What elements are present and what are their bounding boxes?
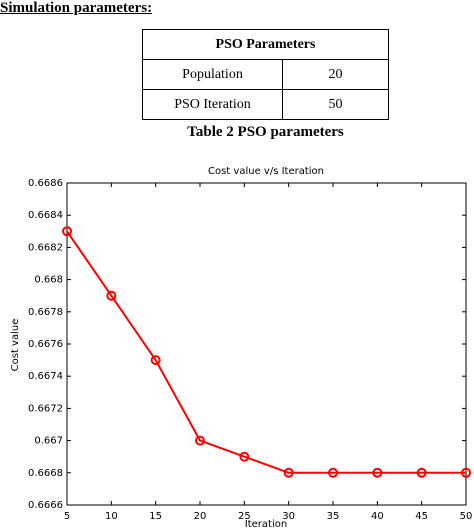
x-tick-label: 50 <box>460 511 473 522</box>
y-tick-label: 0.668 <box>34 275 63 286</box>
table-header: PSO Parameters <box>142 29 389 60</box>
table-caption: Table 2 PSO parameters <box>187 124 344 140</box>
data-point <box>372 467 383 478</box>
data-point <box>239 451 250 462</box>
y-tick-label: 0.6686 <box>28 178 63 189</box>
y-tick-label: 0.6676 <box>28 339 63 350</box>
data-point <box>195 435 205 446</box>
table-cell: 50 <box>282 89 389 120</box>
y-tick-label: 0.6674 <box>28 371 63 382</box>
y-tick-label: 0.6684 <box>28 210 63 221</box>
x-tick-label: 35 <box>327 511 340 522</box>
y-axis-label: Cost value <box>10 319 21 372</box>
data-point <box>328 467 338 478</box>
data-line <box>66 230 466 474</box>
x-axis-label: Iteration <box>245 519 287 530</box>
plot-frame <box>66 182 467 506</box>
y-tick-label: 0.6672 <box>28 403 63 414</box>
heading: Simulation parameters: <box>0 0 153 16</box>
data-point <box>416 467 427 478</box>
table-cell: 20 <box>282 59 389 90</box>
y-tick-label: 0.6678 <box>28 307 63 318</box>
x-tick-label: 5 <box>64 511 70 522</box>
data-point <box>62 226 72 237</box>
x-tick-label: 20 <box>194 511 207 522</box>
x-tick-label: 30 <box>282 511 295 522</box>
y-tick-label: 0.6666 <box>28 500 63 511</box>
table-cell: PSO Iteration <box>142 89 283 120</box>
data-point <box>106 290 117 301</box>
data-point <box>150 355 161 366</box>
y-tick-label: 0.6682 <box>28 242 63 253</box>
data-point <box>461 467 471 478</box>
y-tick-label: 0.6668 <box>28 468 63 479</box>
chart: Cost value v/s Iteration Iteration Cost … <box>10 166 473 530</box>
chart-title: Cost value v/s Iteration <box>208 166 324 177</box>
x-tick-label: 40 <box>371 511 384 522</box>
y-tick-label: 0.667 <box>34 436 63 447</box>
x-tick-label: 25 <box>238 511 251 522</box>
x-tick-label: 15 <box>149 511 162 522</box>
table-cell: Population <box>142 59 283 90</box>
data-point <box>283 467 294 478</box>
x-tick-label: 10 <box>105 511 118 522</box>
parameter-table: PSO Parameters Population 20 PSO Iteratio… <box>142 29 389 120</box>
x-tick-label: 45 <box>415 511 428 522</box>
